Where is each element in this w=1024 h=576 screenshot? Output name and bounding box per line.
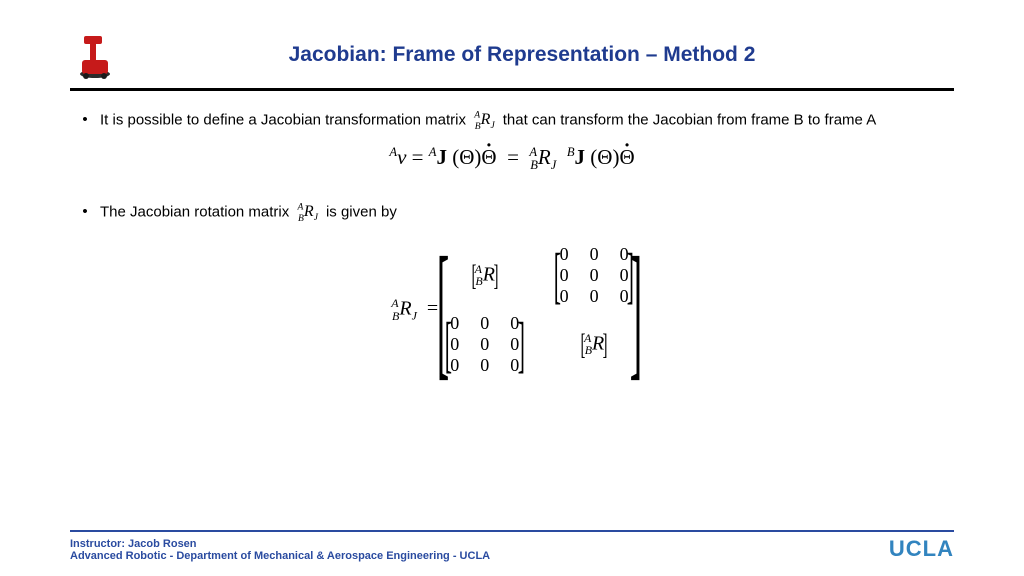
footer: Instructor: Jacob Rosen Advanced Robotic… [70, 530, 954, 562]
block-R-topleft: [ ABR ] [473, 259, 497, 293]
bullet-2: • The Jacobian rotation matrix ABRJ is g… [70, 201, 954, 225]
block-matrix-lhs: ABRJ = [391, 296, 438, 324]
title-rule [70, 88, 954, 91]
equation-main: Av = AJ (Θ)Θ = ABRJ BJ (Θ)Θ [70, 145, 954, 173]
footer-line-2: Advanced Robotic - Department of Mechani… [70, 550, 490, 562]
block-grid: [ ABR ] [ 000 000 000 ] [ 000 000 000 [448, 244, 631, 376]
bullet-2-pre: The Jacobian rotation matrix [100, 203, 293, 220]
footer-text: Instructor: Jacob Rosen Advanced Robotic… [70, 538, 490, 562]
ucla-logo: UCLA [889, 536, 954, 562]
arj-inline-1: ABRJ [470, 111, 503, 128]
block-zero-bottomleft: [ 000 000 000 ] [448, 313, 521, 376]
bullet-1: • It is possible to define a Jacobian tr… [70, 109, 954, 133]
bullet-1-post: that can transform the Jacobian from fra… [503, 111, 877, 128]
robot-icon [70, 30, 120, 80]
bullet-2-post: is given by [326, 203, 397, 220]
block-zero-topright: [ 000 000 000 ] [557, 244, 630, 307]
block-R-bottomright: [ ABR ] [582, 328, 606, 362]
bullet-1-pre: It is possible to define a Jacobian tran… [100, 111, 470, 128]
big-bracket-right: ] [629, 235, 641, 385]
arj-inline-2: ABRJ [293, 203, 326, 220]
block-matrix-equation: ABRJ = [ [ ABR ] [ 000 000 000 ] [ [70, 235, 954, 385]
footer-line-1: Instructor: Jacob Rosen [70, 538, 490, 550]
footer-rule [70, 530, 954, 532]
slide-title: Jacobian: Frame of Representation – Meth… [140, 43, 904, 67]
